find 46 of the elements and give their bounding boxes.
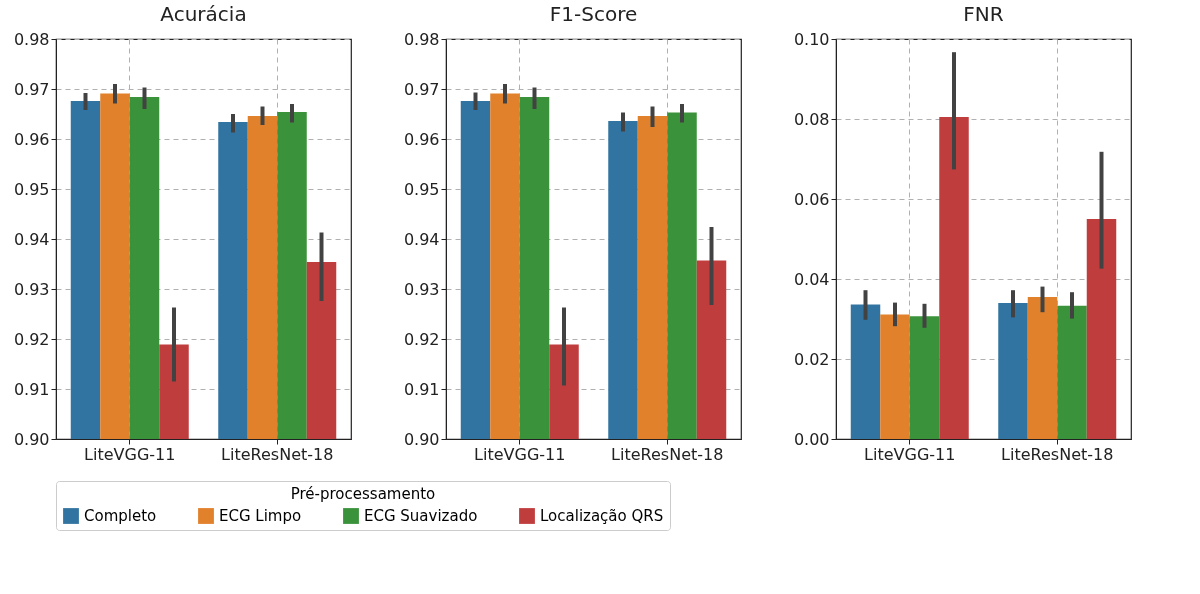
bar [998, 303, 1028, 439]
y-tick-label: 0.93 [13, 279, 50, 299]
bar [1057, 305, 1087, 439]
y-tick-label: 0.95 [13, 179, 50, 199]
y-tick-label: 0.97 [13, 79, 50, 99]
legend-label: Completo [84, 507, 157, 525]
chart-title: Acurácia [160, 2, 247, 26]
x-tick-label: LiteResNet-18 [1001, 444, 1114, 464]
y-tick-label: 0.08 [793, 109, 830, 129]
legend-label: ECG Limpo [219, 507, 302, 525]
y-tick-label: 0.95 [403, 179, 440, 199]
y-tick-label: 0.96 [13, 129, 50, 149]
legend-label: Localização QRS [540, 507, 664, 525]
y-tick-label: 0.06 [793, 189, 830, 209]
y-tick-label: 0.98 [403, 29, 440, 49]
y-tick-label: 0.92 [13, 329, 50, 349]
y-tick-label: 0.96 [403, 129, 440, 149]
y-tick-label: 0.90 [13, 429, 50, 449]
bar [909, 316, 940, 439]
bar [939, 117, 969, 439]
y-tick-label: 0.93 [403, 279, 440, 299]
y-tick-label: 0.91 [403, 379, 440, 399]
y-tick-label: 0.92 [403, 329, 440, 349]
bar [880, 314, 910, 439]
x-tick-label: LiteResNet-18 [611, 444, 724, 464]
y-tick-label: 0.98 [13, 29, 50, 49]
bar [850, 304, 881, 439]
legend-title: Pré-processamento [290, 485, 436, 503]
x-tick-label: LiteResNet-18 [221, 444, 334, 464]
bar [1086, 219, 1117, 439]
y-tick-label: 0.94 [13, 229, 50, 249]
x-tick-label: LiteVGG-11 [474, 444, 566, 464]
y-tick-label: 0.91 [13, 379, 50, 399]
bar [1027, 297, 1058, 439]
x-tick-label: LiteVGG-11 [84, 444, 176, 464]
y-tick-label: 0.02 [793, 349, 830, 369]
chart-title: F1-Score [549, 2, 638, 26]
y-tick-label: 0.90 [403, 429, 440, 449]
y-tick-label: 0.00 [793, 429, 830, 449]
y-tick-label: 0.10 [793, 29, 830, 49]
y-tick-label: 0.94 [403, 229, 440, 249]
y-tick-label: 0.04 [793, 269, 830, 289]
chart-title: FNR [963, 2, 1004, 26]
y-tick-label: 0.97 [403, 79, 440, 99]
x-tick-label: LiteVGG-11 [864, 444, 956, 464]
legend-label: ECG Suavizado [364, 507, 478, 525]
